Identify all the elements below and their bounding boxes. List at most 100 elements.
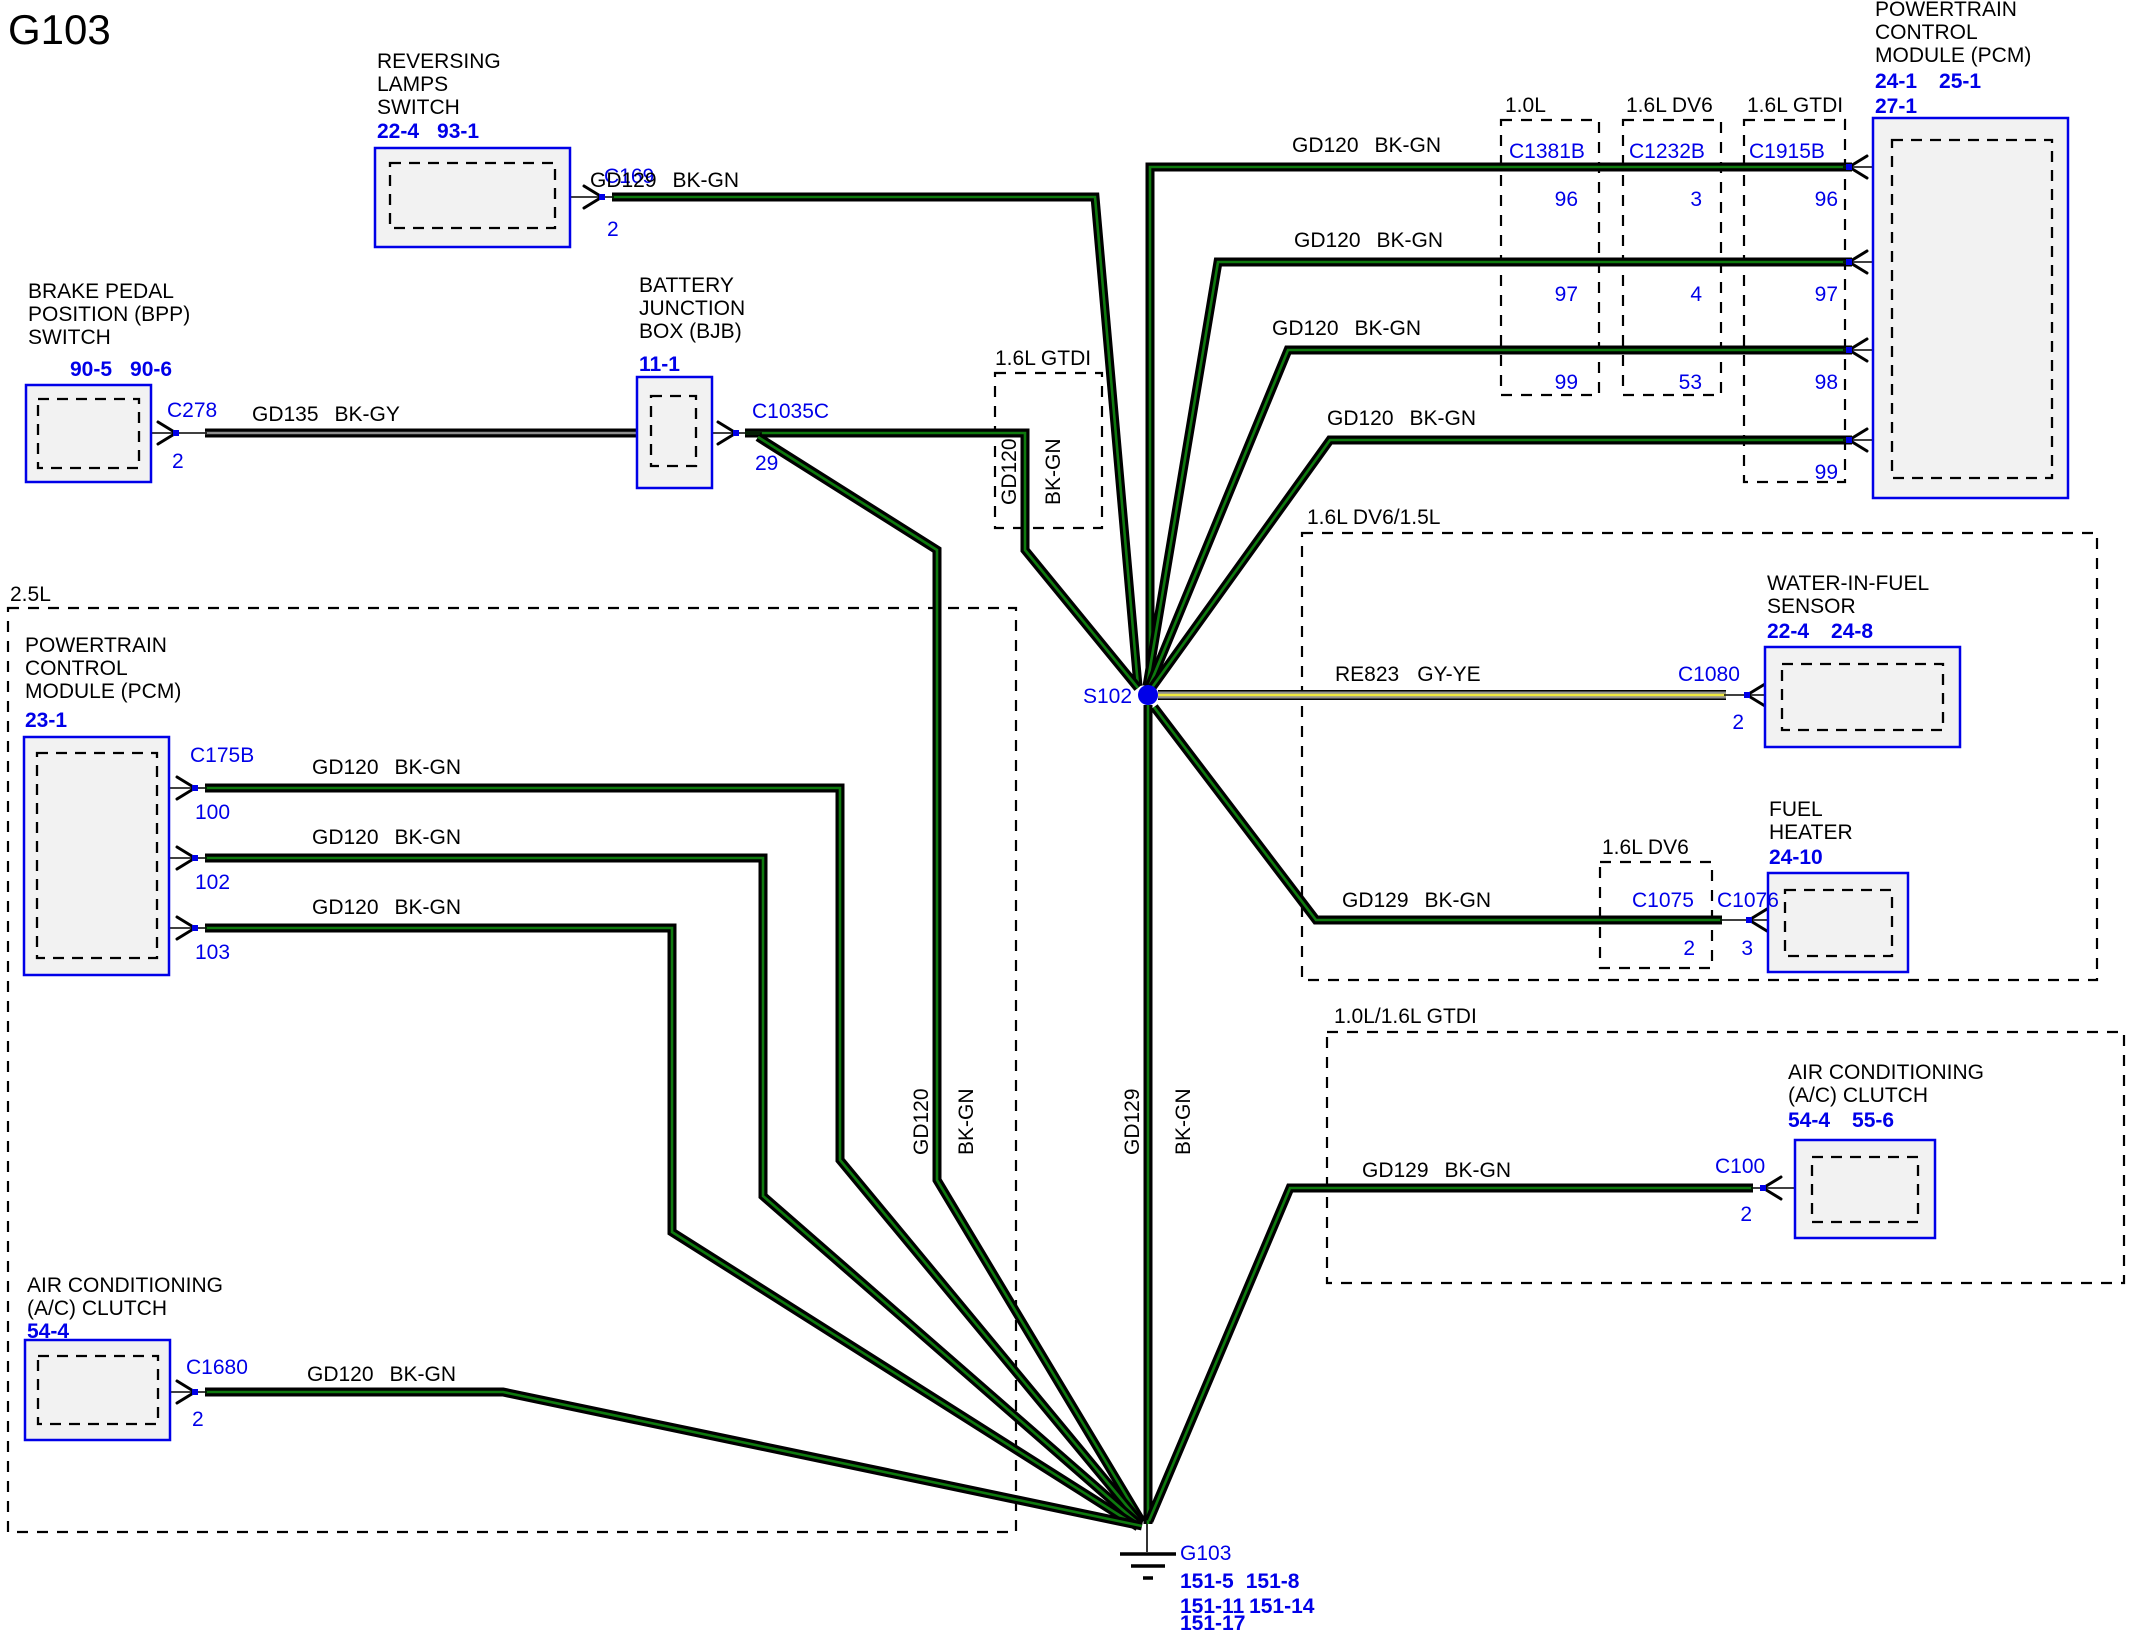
wire-label-gd129-heater: GD129 BK-GN [1342, 889, 1491, 912]
connector-label-c1232b: C1232B [1629, 140, 1705, 163]
ac-right-refs: 54-4 55-6 [1788, 1109, 1894, 1132]
wire-gd120-bjb-to-s102 [745, 428, 1142, 691]
wire-label-gd120-pin102: GD120 BK-GN [312, 826, 461, 849]
wire-gd120-bjb-to-g103 [755, 433, 1146, 1525]
component-fuel-heater [1766, 871, 1910, 974]
wire-gd129-ac-right-to-g103 [1144, 1183, 1753, 1523]
component-inner-box [1810, 1155, 1920, 1224]
reversing-refs: 22-4 93-1 [377, 120, 479, 143]
wire-gd120-pcmleft-pin100 [205, 783, 1145, 1526]
pcm-top-name-line1: POWERTRAIN [1875, 0, 2017, 21]
pin-label-row3-c1381b: 99 [1555, 371, 1578, 394]
component-box [635, 375, 714, 490]
pin-contact [1760, 1185, 1766, 1191]
connector-label-c100: C100 [1715, 1155, 1765, 1178]
pin-contact [192, 855, 198, 861]
connector-label-c278: C278 [167, 399, 217, 422]
region-box-1-6dv6-small [1598, 860, 1714, 970]
bjb-refs: 11-1 [639, 353, 680, 376]
splice-dot-s102 [1138, 685, 1158, 705]
pin-label-c278-2: 2 [172, 450, 184, 473]
connector-label-c1381b: C1381B [1509, 140, 1585, 163]
reversing-name-line2: LAMPS [377, 73, 448, 96]
region-label-1-6gtdi-mid: 1.6L GTDI [995, 347, 1091, 370]
component-water-in-fuel-sensor [1763, 645, 1962, 749]
component-inner-box [1890, 138, 2054, 480]
wire-label-gd120-row4: GD120 BK-GN [1327, 407, 1476, 430]
component-inner-box [388, 161, 557, 230]
pin-contact [1746, 917, 1752, 923]
wire-label-gd129-vert-g103: GD129 [1121, 1088, 1144, 1155]
component-box [1766, 871, 1910, 974]
reversing-name-line3: SWITCH [377, 96, 460, 119]
wire-label-gd120-row3: GD120 BK-GN [1272, 317, 1421, 340]
pin-label-row1-c1915b: 96 [1815, 188, 1838, 211]
wif-name-line1: WATER-IN-FUEL [1767, 572, 1929, 595]
ground-refs-line3: 151-17 [1180, 1612, 1245, 1630]
page-title: G103 [8, 6, 111, 53]
bjb-name-line3: BOX (BJB) [639, 320, 742, 343]
component-box [22, 735, 171, 977]
region-label-1-0l: 1.0L [1505, 94, 1546, 117]
pcm-left-name-line1: POWERTRAIN [25, 634, 167, 657]
pcm-top-name-line3: MODULE (PCM) [1875, 44, 2031, 67]
wire-label-gd120-pin103: GD120 BK-GN [312, 896, 461, 919]
splice-label-s102: S102 [1083, 685, 1132, 708]
connector-label-c1035c: C1035C [752, 400, 829, 423]
component-ac-clutch-right [1793, 1138, 1937, 1240]
component-inner-box [649, 394, 698, 468]
bpp-name-line2: POSITION (BPP) [28, 303, 190, 326]
wire-label-bkgn-vert-gtdi: BK-GN [1042, 438, 1065, 505]
pin-label-row3-c1232b: 53 [1679, 371, 1702, 394]
component-box [1763, 645, 1962, 749]
component-ac-clutch-left [23, 1338, 172, 1442]
component-box [373, 146, 572, 249]
wire-gd120-pcm-pin96 [1145, 162, 1852, 684]
wire-label-gd120-row2: GD120 BK-GN [1294, 229, 1443, 252]
region-box-1-6gtdi-mid [993, 371, 1104, 530]
pin-contact [1744, 692, 1750, 698]
region-label-1-6dv6-small: 1.6L DV6 [1602, 836, 1689, 859]
pcm-top-refs1: 24-1 25-1 [1875, 70, 1981, 93]
pcm-left-name-line3: MODULE (PCM) [25, 680, 181, 703]
wire-label-gd120-vert-gtdi: GD120 [998, 438, 1021, 505]
wire-label-gd120-row1: GD120 BK-GN [1292, 134, 1441, 157]
wire-gd120-pcmleft-pin103 [205, 923, 1141, 1531]
pin-label-c1680-2: 2 [192, 1408, 204, 1431]
pin-label-row2-c1232b: 4 [1690, 283, 1702, 306]
bjb-name-line2: JUNCTION [639, 297, 745, 320]
pin-contact [192, 925, 198, 931]
wif-refs: 22-4 24-8 [1767, 620, 1873, 643]
wire-gd120-pcm-pin97 [1142, 257, 1852, 687]
component-inner-box [36, 397, 141, 470]
wif-name-line2: SENSOR [1767, 595, 1856, 618]
pin-label-c1076-3: 3 [1741, 937, 1753, 960]
component-battery-junction-box [635, 375, 714, 490]
pin-label-c1075-2: 2 [1683, 937, 1695, 960]
reversing-name-line1: REVERSING [377, 50, 501, 73]
connector-label-c169: C169 [604, 165, 654, 188]
connector-label-c1075: C1075 [1632, 889, 1694, 912]
wire-label-gd120-vert-g103: GD120 [910, 1088, 933, 1155]
component-inner-box [1783, 888, 1894, 958]
component-box [1871, 116, 2070, 500]
wire-label-bkgn-vert2-g103: BK-GN [1172, 1088, 1195, 1155]
pin-label-row4-c1915b: 99 [1815, 461, 1838, 484]
pin-label-row1-c1381b: 96 [1555, 188, 1578, 211]
bpp-refs: 90-5 90-6 [70, 358, 172, 381]
pin-label-c1080-2: 2 [1732, 711, 1744, 734]
ground-refs-line1: 151-5 151-8 [1180, 1570, 1300, 1593]
pin-label-row2-c1381b: 97 [1555, 283, 1578, 306]
pin-contact [1846, 259, 1852, 265]
heater-name-line1: FUEL [1769, 798, 1823, 821]
wire-gd120-pcm-pin98 [1144, 345, 1852, 689]
ground-refs-line2: 151-11 151-14 [1180, 1595, 1315, 1618]
connector-label-c1080: C1080 [1678, 663, 1740, 686]
region-label-1-6gtdi: 1.6L GTDI [1747, 94, 1843, 117]
pcm-left-name-line2: CONTROL [25, 657, 128, 680]
pin-label-row2-c1915b: 97 [1815, 283, 1838, 306]
heater-name-line2: HEATER [1769, 821, 1853, 844]
component-reversing-lamps-switch [373, 146, 572, 249]
ac-left-refs: 54-4 [27, 1320, 69, 1343]
bpp-name-line3: SWITCH [28, 326, 111, 349]
